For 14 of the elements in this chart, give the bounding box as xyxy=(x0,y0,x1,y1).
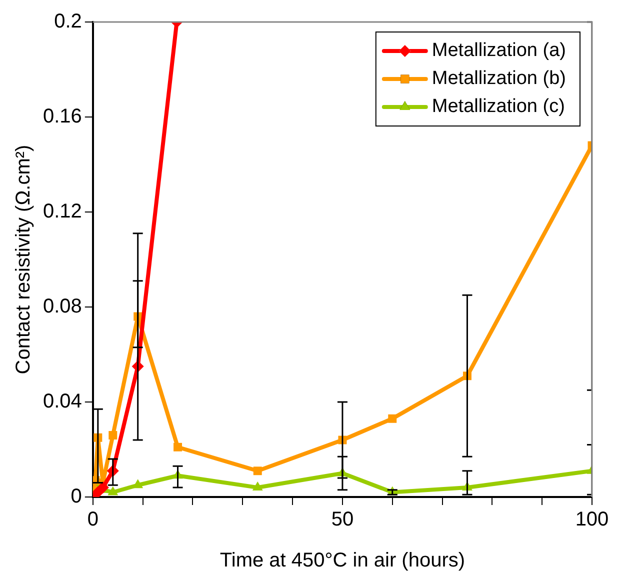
x-axis-title: Time at 450°C in air (hours) xyxy=(220,550,466,572)
x-tick-label: 50 xyxy=(331,508,354,531)
y-tick-label: 0.16 xyxy=(42,106,82,128)
y-tick-label: 0.04 xyxy=(42,390,82,413)
y-tick-label: 0 xyxy=(70,486,82,508)
y-tick-label: 0.2 xyxy=(54,10,82,33)
legend-label: Metallization (b) xyxy=(432,68,566,90)
y-tick-label: 0.12 xyxy=(42,200,82,223)
legend-label: Metallization (a) xyxy=(432,40,566,62)
y-tick-label: 0.08 xyxy=(42,296,82,318)
x-tick-label: 0 xyxy=(87,508,98,531)
y-axis-title: Contact resistivity (Ω.cm²) xyxy=(12,144,35,374)
x-tick-label: 100 xyxy=(575,508,609,531)
legend-label: Metallization (c) xyxy=(432,96,565,118)
